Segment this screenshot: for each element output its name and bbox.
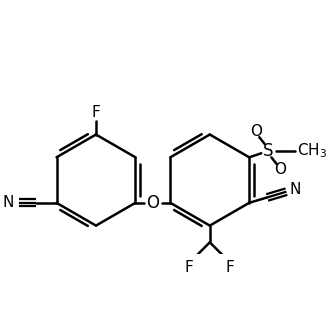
Text: N: N (289, 182, 300, 197)
Text: CH$_3$: CH$_3$ (297, 141, 327, 160)
Text: N: N (2, 195, 14, 210)
Text: F: F (185, 260, 194, 275)
Text: O: O (250, 124, 262, 139)
Text: S: S (263, 142, 273, 160)
Text: F: F (92, 105, 100, 120)
Text: O: O (147, 194, 159, 212)
Text: F: F (226, 260, 235, 275)
Text: O: O (274, 162, 286, 177)
